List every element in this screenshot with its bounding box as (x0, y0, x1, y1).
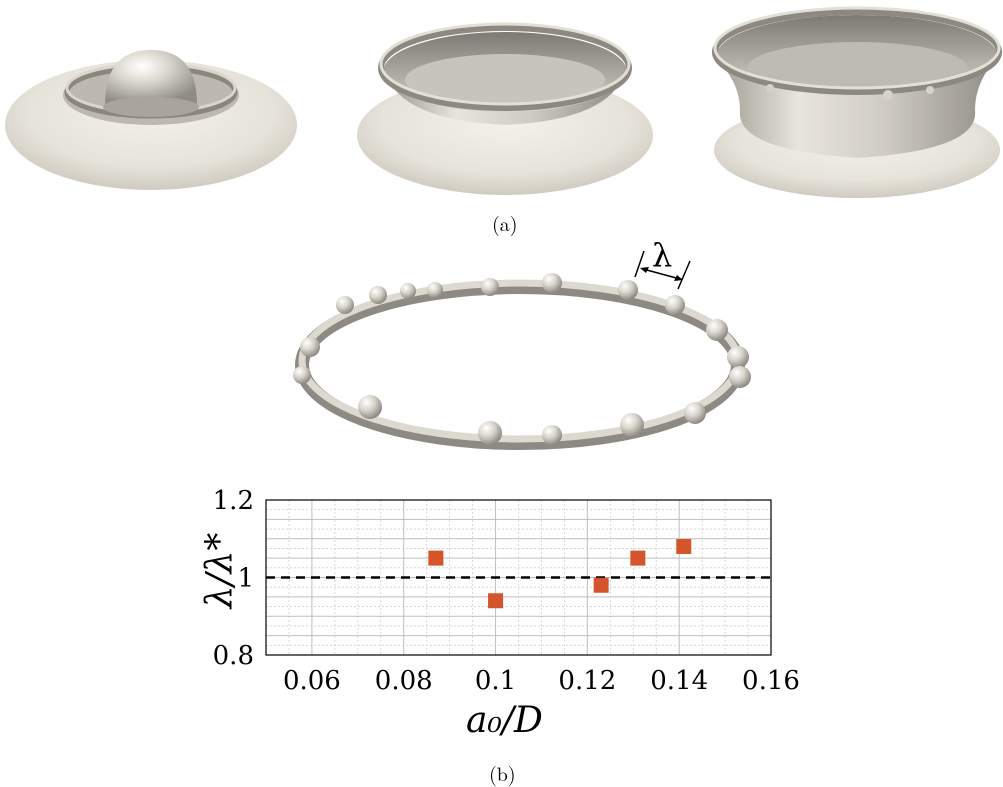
panel-a-renders (5, 6, 1002, 198)
splash-render-late (712, 6, 1002, 198)
crown-beads (293, 273, 751, 445)
x-axis-label-text: a₀/D (466, 700, 543, 741)
data-point (593, 577, 609, 593)
x-tick-label: 0.08 (375, 666, 433, 696)
lambda-ratio-chart: 0.06 0.08 0.1 0.12 0.14 0.16 0.8 1 1.2 (213, 486, 800, 696)
x-tick-label: 0.14 (650, 666, 708, 696)
x-tick-label: 0.12 (558, 666, 616, 696)
plot-frame (265, 499, 772, 656)
x-tick-label: 0.1 (475, 666, 516, 696)
splash-render-middle (357, 22, 653, 195)
x-tick-label: 0.16 (742, 666, 800, 696)
data-point (488, 593, 504, 609)
y-tick-label: 1.2 (213, 486, 254, 516)
y-axis-label: λ/λ* (200, 511, 241, 631)
x-axis-label: a₀/D (466, 700, 543, 741)
y-tick-label: 1 (237, 564, 254, 594)
data-point (428, 550, 444, 566)
y-tick-label: 0.8 (213, 641, 254, 671)
data-point (676, 539, 692, 554)
lambda-label: λ (652, 236, 673, 274)
y-tick-labels: 0.8 1 1.2 (213, 486, 254, 671)
x-tick-label: 0.06 (283, 666, 341, 696)
caption-a: (a) (492, 208, 518, 237)
crown-render (293, 250, 751, 450)
data-points (428, 539, 692, 609)
x-tick-labels: 0.06 0.08 0.1 0.12 0.14 0.16 (283, 666, 800, 696)
caption-b: (b) (489, 758, 516, 787)
data-point (630, 550, 646, 566)
splash-render-early (5, 50, 297, 190)
lambda-wavelength-marker (634, 250, 691, 290)
y-axis-label-text: λ/λ* (199, 532, 241, 609)
